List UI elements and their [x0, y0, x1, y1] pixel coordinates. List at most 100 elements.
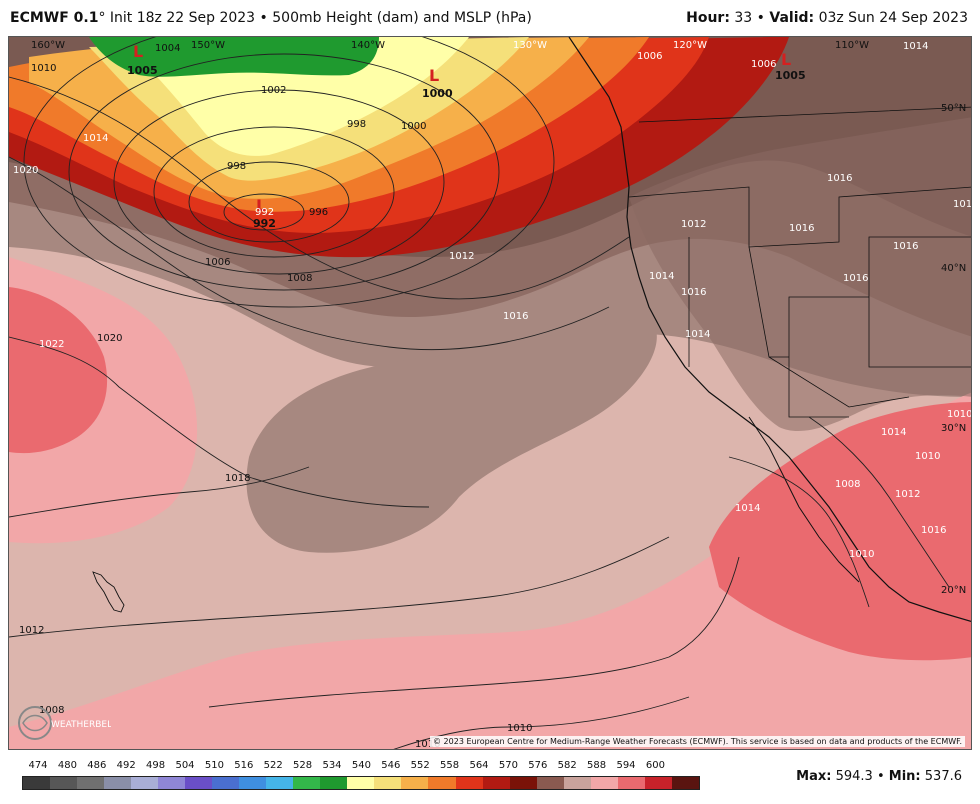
colorbar-tick-label: 510	[204, 760, 224, 771]
isobar-label: 1018	[225, 473, 250, 484]
title-separator: •	[259, 10, 268, 26]
isobar-label: 1016	[503, 311, 528, 322]
map-canvas: 160°W 150°W 140°W 130°W 120°W 110°W 50°N…	[9, 37, 972, 750]
low-pressure-3: 992	[253, 217, 276, 230]
isobar-label: 1006	[205, 257, 230, 268]
lat-label-50n: 50°N	[941, 103, 966, 114]
isobar-label: 1014	[903, 41, 928, 52]
isobar-label: 1016	[843, 273, 868, 284]
colorbar-swatch	[185, 777, 213, 789]
isobar-label: 996	[309, 207, 328, 218]
forecast-map: 160°W 150°W 140°W 130°W 120°W 110°W 50°N…	[8, 36, 972, 750]
colorbar-swatch	[104, 777, 132, 789]
colorbar-tick-label: 540	[351, 760, 371, 771]
colorbar-swatch	[536, 777, 564, 789]
isobar-label: 1020	[13, 165, 38, 176]
copyright-notice: © 2023 European Centre for Medium-Range …	[430, 736, 965, 747]
low-pressure-1: 1005	[127, 64, 158, 77]
lon-label-120w: 120°W	[673, 40, 707, 51]
isobar-label: 1016	[789, 223, 814, 234]
min-value: 537.6	[924, 769, 962, 784]
max-value: 594.3	[835, 769, 873, 784]
init-time: Init 18z 22 Sep 2023	[109, 10, 256, 26]
land-terrain	[629, 117, 971, 432]
colorbar	[22, 776, 700, 790]
hour-label: Hour:	[686, 10, 730, 26]
model-name: ECMWF 0.1	[10, 10, 99, 26]
degree-symbol: °	[98, 10, 106, 26]
weatherbell-logo: WEATHERBELL	[15, 703, 111, 743]
colorbar-swatch	[347, 777, 375, 789]
colorbar-tick-label: 582	[557, 760, 577, 771]
colorbar-swatch	[374, 777, 402, 789]
header-bar: ECMWF 0.1° Init 18z 22 Sep 2023 • 500mb …	[0, 0, 980, 36]
height-field-central	[246, 317, 657, 553]
isobar-label: 1020	[97, 333, 122, 344]
colorbar-swatch	[293, 777, 321, 789]
isobar-label: 1016	[893, 241, 918, 252]
colorbar-tick-label: 600	[645, 760, 665, 771]
hour-value: 33	[734, 10, 753, 26]
isobar-label: 998	[347, 119, 366, 130]
isobar-label: 1008	[835, 479, 860, 490]
isobars	[9, 37, 950, 749]
colorbar-swatch	[239, 777, 267, 789]
isobar-label: 1010	[31, 63, 56, 74]
isobar-label: 1012	[449, 251, 474, 262]
maxmin-separator: •	[876, 769, 885, 784]
isobar-label: 1002	[261, 85, 286, 96]
colorbar-swatch	[590, 777, 618, 789]
colorbar-tick-label: 498	[146, 760, 166, 771]
colorbar-swatch	[401, 777, 429, 789]
isobar-label: 1008	[39, 705, 64, 716]
colorbar-tick-label: 492	[116, 760, 136, 771]
min-label: Min:	[888, 769, 921, 784]
colorbar-swatch	[50, 777, 78, 789]
low-symbol-1: L	[133, 42, 143, 61]
colorbar-tick-label: 558	[440, 760, 460, 771]
isobar-label: 1010	[415, 739, 440, 750]
colorbar-swatch	[482, 777, 510, 789]
colorbar-swatch	[671, 777, 699, 789]
colorbar-swatch	[212, 777, 240, 789]
max-label: Max:	[796, 769, 832, 784]
isobar-label: 1010	[849, 549, 874, 560]
low-symbol-2: L	[429, 66, 439, 85]
isobar-label: 1006	[637, 51, 662, 62]
isobar-label: 1016	[827, 173, 852, 184]
colorbar-swatch	[131, 777, 159, 789]
colorbar-swatch	[77, 777, 105, 789]
valid-value: 03z Sun 24 Sep 2023	[818, 10, 968, 26]
isobar-label: 1016	[921, 525, 946, 536]
chart-title: ECMWF 0.1° Init 18z 22 Sep 2023 • 500mb …	[10, 10, 532, 26]
isobar-label: 1014	[83, 133, 108, 144]
colorbar-swatch	[158, 777, 186, 789]
low-symbol-4: L	[781, 50, 791, 69]
lon-label-130w: 130°W	[513, 40, 547, 51]
height-field-west-red	[9, 287, 108, 454]
colorbar-tick-label: 534	[322, 760, 342, 771]
isobar-label: 1010	[915, 451, 940, 462]
isobar-label: 1000	[401, 121, 426, 132]
colorbar-tick-label: 546	[381, 760, 401, 771]
max-min-readout: Max: 594.3 • Min: 537.6	[796, 769, 962, 784]
isobar-label: 1022	[39, 339, 64, 350]
product-name: 500mb Height (dam) and MSLP (hPa)	[272, 10, 532, 26]
coastline	[568, 37, 971, 623]
lat-label-30n: 30°N	[941, 423, 966, 434]
valid-separator: •	[756, 10, 765, 26]
colorbar-tick-label: 594	[616, 760, 636, 771]
lon-label-150w: 150°W	[191, 40, 225, 51]
colorbar-tick-label: 480	[57, 760, 77, 771]
colorbar-tick-label: 588	[587, 760, 607, 771]
colorbar-tick-label: 486	[87, 760, 107, 771]
isobar-label: 1014	[649, 271, 674, 282]
colorbar-swatch	[23, 777, 51, 789]
isobar-label: 998	[227, 161, 246, 172]
lat-label-40n: 40°N	[941, 263, 966, 274]
colorbar-swatch	[455, 777, 483, 789]
isobar-label: 1010	[947, 409, 972, 420]
isobar-label: 1014	[881, 427, 906, 438]
colorbar-tick-label: 504	[175, 760, 195, 771]
height-field-mexico-red	[709, 402, 971, 661]
